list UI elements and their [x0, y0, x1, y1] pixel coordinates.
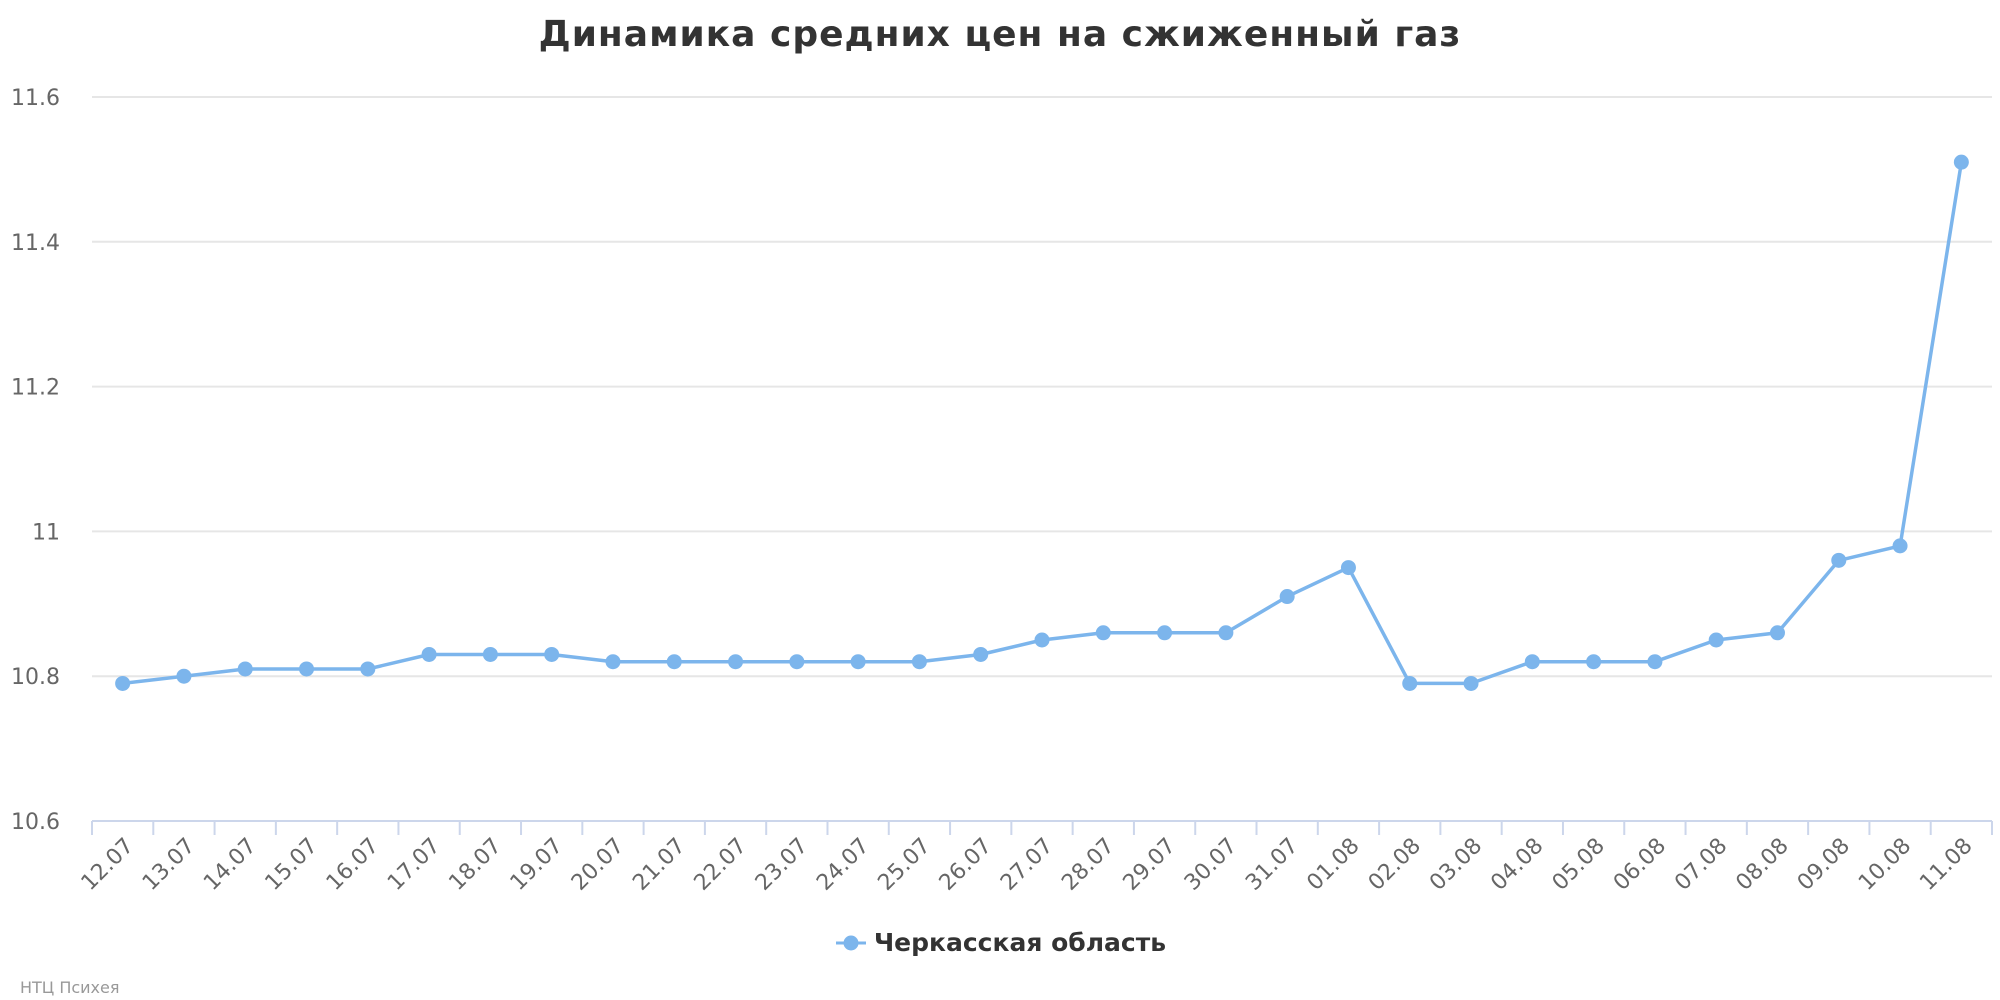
data-point[interactable]: [911, 654, 927, 670]
data-point[interactable]: [1034, 632, 1050, 648]
legend-label: Черкасская область: [873, 928, 1167, 957]
data-point[interactable]: [1647, 654, 1663, 670]
y-tick-label: 11.4: [11, 231, 60, 256]
x-tick-label: 15.07: [261, 834, 323, 896]
data-point[interactable]: [1769, 625, 1785, 641]
x-tick-label: 06.08: [1609, 834, 1671, 896]
data-point[interactable]: [789, 654, 805, 670]
data-point[interactable]: [360, 661, 376, 677]
data-point[interactable]: [1953, 154, 1969, 170]
x-tick-label: 30.07: [1180, 834, 1242, 896]
x-tick-label: 10.08: [1854, 834, 1916, 896]
x-tick-label: 03.08: [1425, 834, 1487, 896]
x-tick-label: 07.08: [1670, 834, 1732, 896]
x-tick-label: 11.08: [1915, 834, 1977, 896]
data-point[interactable]: [1402, 675, 1418, 691]
x-tick-label: 26.07: [935, 834, 997, 896]
y-tick-label: 10.6: [11, 810, 60, 835]
x-tick-label: 23.07: [751, 834, 813, 896]
x-tick-label: 17.07: [383, 834, 445, 896]
y-tick-label: 11.2: [11, 376, 60, 401]
x-tick-label: 28.07: [1057, 834, 1119, 896]
x-tick-label: 21.07: [628, 834, 690, 896]
y-axis-labels: 10.6 10.8 11 11.2 11.4 11.6: [11, 86, 60, 835]
data-point[interactable]: [237, 661, 253, 677]
x-tick-label: 14.07: [199, 834, 261, 896]
series-layer: [115, 154, 1969, 691]
y-tick-label: 11.6: [11, 86, 60, 111]
legend-symbol-icon: [835, 935, 866, 950]
data-point[interactable]: [115, 675, 131, 691]
legend[interactable]: Черкасская область: [0, 928, 2000, 959]
data-point[interactable]: [299, 661, 315, 677]
y-tick-label: 10.8: [11, 665, 60, 690]
x-tick-label: 01.08: [1302, 834, 1364, 896]
data-point[interactable]: [176, 668, 192, 684]
data-point[interactable]: [1279, 589, 1295, 605]
data-point[interactable]: [1831, 552, 1847, 568]
x-tick-label: 20.07: [567, 834, 629, 896]
grid-lines: [92, 96, 1992, 678]
x-tick-label: 31.07: [1241, 834, 1303, 896]
data-point[interactable]: [421, 646, 437, 662]
x-tick-label: 25.07: [873, 834, 935, 896]
x-tick-label: 27.07: [996, 834, 1058, 896]
data-point[interactable]: [1340, 560, 1356, 576]
x-axis-labels: 12.07 13.07 14.07 15.07 16.07 17.07 18.07 19.07…: [77, 834, 1978, 896]
x-tick-label: 29.07: [1119, 834, 1181, 896]
x-tick-label: 13.07: [138, 834, 200, 896]
data-point[interactable]: [1157, 625, 1173, 641]
chart-title: Динамика средних цен на сжиженный газ: [538, 14, 1462, 55]
data-point[interactable]: [850, 654, 866, 670]
x-tick-label: 16.07: [322, 834, 384, 896]
data-point[interactable]: [1524, 654, 1540, 670]
data-point[interactable]: [1218, 625, 1234, 641]
x-tick-label: 19.07: [506, 834, 568, 896]
x-axis: [91, 820, 1993, 835]
data-point[interactable]: [605, 654, 621, 670]
data-point[interactable]: [1892, 538, 1908, 554]
credits[interactable]: НТЦ Психея: [20, 978, 120, 997]
data-point[interactable]: [1708, 632, 1724, 648]
data-point[interactable]: [973, 646, 989, 662]
data-point[interactable]: [728, 654, 744, 670]
data-point[interactable]: [482, 646, 498, 662]
x-tick-label: 18.07: [444, 834, 506, 896]
x-tick-label: 12.07: [77, 834, 139, 896]
series-line: [120, 160, 1964, 686]
x-tick-label: 04.08: [1486, 834, 1548, 896]
data-point[interactable]: [544, 646, 560, 662]
y-tick-label: 11: [32, 520, 60, 545]
data-point[interactable]: [1095, 625, 1111, 641]
data-point[interactable]: [666, 654, 682, 670]
data-point[interactable]: [1463, 675, 1479, 691]
x-tick-label: 09.08: [1793, 834, 1855, 896]
x-tick-label: 02.08: [1364, 834, 1426, 896]
x-tick-label: 08.08: [1732, 834, 1794, 896]
x-tick-label: 24.07: [812, 834, 874, 896]
x-tick-label: 05.08: [1548, 834, 1610, 896]
data-point[interactable]: [1586, 654, 1602, 670]
x-tick-label: 22.07: [690, 834, 752, 896]
